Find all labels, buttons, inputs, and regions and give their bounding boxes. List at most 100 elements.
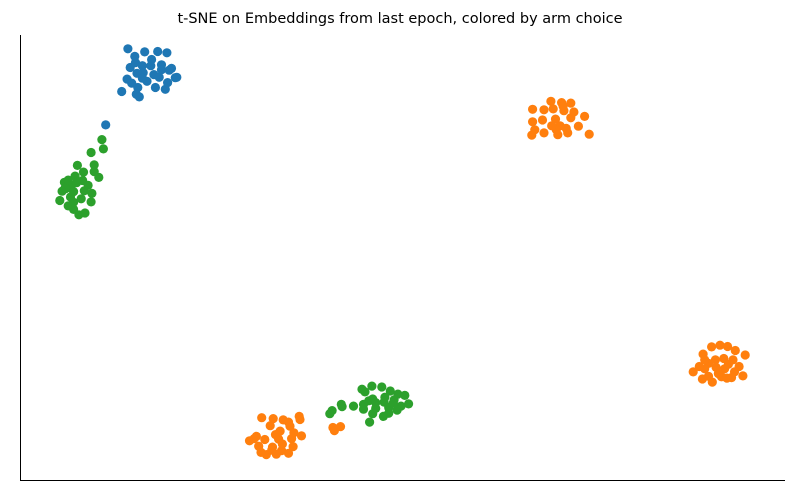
scatter-point	[251, 431, 261, 441]
scatter-point	[380, 392, 390, 402]
scatter-point	[163, 78, 173, 88]
scatter-point	[277, 439, 287, 449]
scatter-point	[740, 350, 750, 360]
scatter-point	[368, 409, 378, 419]
scatter-point	[528, 104, 538, 114]
scatter-point	[162, 48, 172, 58]
scatter-point	[558, 101, 568, 111]
scatter-point	[547, 121, 557, 131]
scatter-point	[164, 65, 174, 75]
scatter-point	[573, 121, 584, 131]
scatter-point	[295, 414, 305, 425]
scatter-point	[86, 147, 96, 158]
scatter-point	[358, 404, 369, 414]
scatter-point	[278, 415, 288, 425]
scatter-point	[700, 355, 710, 365]
scatter-point	[404, 399, 414, 409]
scatter-point	[550, 114, 561, 124]
scatter-point	[348, 401, 359, 411]
scatter-point	[710, 355, 721, 365]
scatter-point	[63, 175, 73, 185]
scatter-point	[117, 86, 127, 97]
scatter-point	[267, 445, 277, 455]
scatter-point	[378, 411, 388, 421]
scatter-point	[707, 342, 717, 352]
scatter-point	[730, 345, 740, 356]
scatter-point	[325, 409, 335, 419]
scatter-point	[86, 197, 96, 207]
scatter-point	[377, 382, 387, 392]
scatter-point	[97, 135, 107, 145]
scatter-point	[580, 111, 590, 121]
scatter-point	[283, 448, 294, 458]
scatter-point	[153, 46, 163, 57]
scatter-point	[83, 180, 93, 190]
scatter-point	[65, 192, 76, 202]
scatter-point	[738, 371, 748, 381]
scatter-point	[287, 434, 297, 444]
scatter-point	[336, 399, 346, 409]
scatter-point	[89, 160, 99, 170]
scatter-point	[256, 447, 266, 457]
scatter-point	[123, 44, 133, 54]
scatter-point	[694, 361, 704, 372]
scatter-point	[146, 61, 156, 71]
scatter-point	[584, 129, 594, 139]
series-1	[244, 96, 750, 460]
scatter-point	[156, 65, 167, 75]
scatter-point	[723, 359, 734, 369]
scatter-point	[268, 414, 278, 424]
scatter-point	[137, 61, 147, 71]
scatter-point	[137, 73, 147, 83]
scatter-point	[357, 384, 367, 394]
scatter-point	[55, 195, 65, 206]
series-2	[55, 135, 414, 427]
scatter-point	[392, 405, 402, 415]
scatter-point	[715, 340, 725, 350]
scatter-point	[130, 51, 140, 62]
scatter-point	[688, 367, 698, 377]
scatter-point	[72, 178, 82, 188]
scatter-point	[527, 130, 537, 140]
points-layer	[55, 44, 750, 460]
scatter-point	[89, 167, 99, 177]
scatter-point	[270, 430, 281, 440]
scatter-point	[260, 434, 270, 445]
scatter-point	[296, 431, 307, 441]
scatter-point	[713, 369, 724, 379]
scatter-point	[72, 160, 82, 170]
scatter-point	[78, 167, 89, 177]
scatter-point	[80, 208, 90, 218]
scatter-point	[546, 96, 556, 106]
scatter-point	[172, 72, 182, 82]
scatter-point	[335, 422, 346, 432]
scatter-point	[553, 130, 563, 140]
scatter-point	[368, 394, 378, 404]
scatter-point	[127, 78, 137, 88]
scatter-point	[400, 390, 410, 400]
scatter-point	[566, 98, 576, 108]
scatter-point	[101, 120, 111, 130]
scatter-point	[566, 113, 576, 123]
scatter-point	[539, 128, 549, 138]
scatter-point	[561, 123, 571, 133]
chart-title: t-SNE on Embeddings from last epoch, col…	[177, 11, 623, 27]
scatter-point	[98, 144, 108, 154]
scatter-point	[134, 92, 144, 102]
scatter-point	[288, 442, 298, 452]
series-0	[101, 44, 182, 130]
scatter-point	[385, 386, 395, 396]
scatter-point	[244, 436, 255, 446]
scatter-point	[703, 371, 714, 381]
scatter-point	[257, 413, 267, 423]
scatter-point	[548, 104, 558, 114]
scatter-point	[87, 188, 97, 198]
scatter-point	[734, 361, 744, 372]
scatter-point	[539, 105, 549, 115]
scatter-point	[57, 186, 67, 196]
scatter-point	[723, 341, 733, 352]
scatter-point	[76, 194, 86, 204]
scatter-point	[150, 82, 160, 93]
